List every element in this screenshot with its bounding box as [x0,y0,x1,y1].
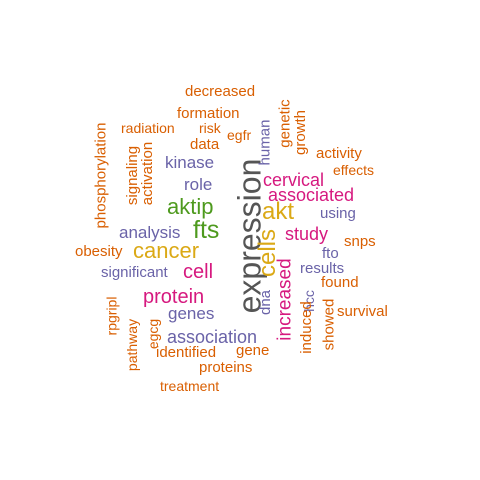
word-role: role [184,175,213,194]
word-results: results [300,260,345,277]
word-obesity: obesity [75,243,123,260]
word-dna: dna [257,289,275,316]
word-gene: gene [236,342,270,359]
word-survival: survival [337,303,388,320]
word-growth: growth [292,109,310,156]
word-effects: effects [333,162,374,178]
word-phosphorylation: phosphorylation [92,122,110,229]
word-genetic: genetic [276,99,294,148]
word-rpgripl: rpgripl [103,296,120,336]
word-fto: fto [322,245,339,262]
word-pathway: pathway [124,318,141,372]
word-egcg: egcg [145,318,162,350]
word-genes: genes [168,304,215,323]
word-activation: activation [139,141,157,206]
word-associated: associated [268,185,355,205]
word-data: data [190,136,220,153]
word-identified: identified [156,344,217,361]
word-induced: induced [297,301,315,354]
word-formation: formation [177,105,240,122]
word-kinase: kinase [165,153,215,172]
word-aktip: aktip [167,194,214,219]
word-risk: risk [199,120,221,136]
word-increased: increased [274,258,296,341]
word-significant: significant [101,264,168,281]
word-fts: fts [193,216,220,244]
word-activity: activity [316,145,362,162]
word-signaling: signaling [124,145,142,206]
word-cancer: cancer [133,238,200,263]
word-radiation: radiation [121,120,175,136]
word-study: study [285,224,329,244]
word-egfr: egfr [227,127,252,143]
word-protein: protein [143,286,205,308]
word-association: association [167,327,258,347]
word-using: using [320,205,356,222]
word-proteins: proteins [199,359,253,376]
word-cervical: cervical [263,170,325,190]
word-decreased: decreased [185,83,256,100]
word-akt: akt [262,198,295,225]
word-showed: showed [320,298,338,351]
word-treatment: treatment [160,378,220,394]
word-human: human [256,119,274,166]
word-analysis: analysis [119,223,181,242]
word-snps: snps [344,233,376,250]
word-found: found [321,274,359,291]
word-cell: cell [183,261,214,283]
